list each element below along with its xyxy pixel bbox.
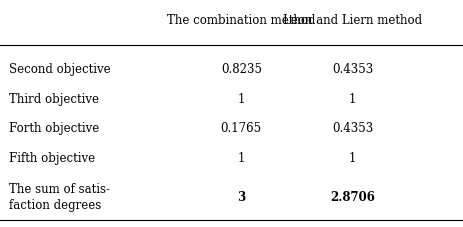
Text: 1: 1: [348, 151, 356, 164]
Text: 0.8235: 0.8235: [220, 63, 261, 76]
Text: 0.4353: 0.4353: [332, 63, 372, 76]
Text: 0.4353: 0.4353: [332, 122, 372, 135]
Text: 1: 1: [237, 92, 244, 105]
Text: The combination method: The combination method: [167, 14, 315, 27]
Text: 3: 3: [237, 190, 245, 203]
Text: Third objective: Third objective: [9, 92, 99, 105]
Text: 1: 1: [348, 92, 356, 105]
Text: Leon and Liern method: Leon and Liern method: [282, 14, 421, 27]
Text: Fifth objective: Fifth objective: [9, 151, 95, 164]
Text: Second objective: Second objective: [9, 63, 111, 76]
Text: 0.1765: 0.1765: [220, 122, 261, 135]
Text: The sum of satis-
faction degrees: The sum of satis- faction degrees: [9, 182, 110, 211]
Text: Forth objective: Forth objective: [9, 122, 100, 135]
Text: 1: 1: [237, 151, 244, 164]
Text: 2.8706: 2.8706: [330, 190, 374, 203]
